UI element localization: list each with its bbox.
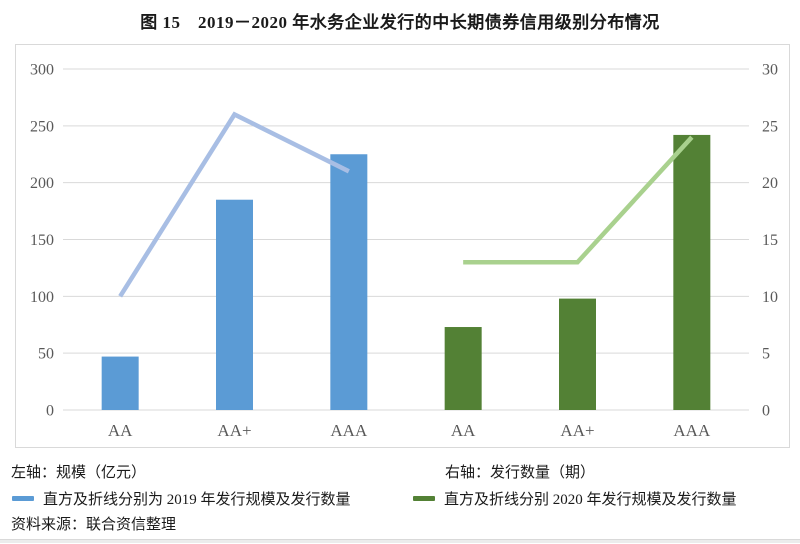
category-label-1-aa+: AA+ (217, 421, 251, 440)
bar-2020-aa+ (559, 298, 596, 410)
figure-title: 图 15 2019－2020 年水务企业发行的中长期债券信用级别分布情况 (140, 13, 660, 32)
bar-2019-aa (101, 356, 139, 410)
right-axis-tick-0: 0 (762, 403, 770, 420)
legend-item-2020: 直方及折线分别 2020 年发行规模及发行数量 (413, 488, 737, 509)
bar-2019-aa+ (216, 199, 253, 410)
chart-frame: 0 50 100 150 200 250 300 0 5 10 15 20 25 30 AA AA+ AAA AA… (15, 44, 790, 448)
category-label-3-aa: AA (451, 421, 476, 440)
left-axis-note: 左轴：规模（亿元） (11, 465, 147, 481)
left-axis-tick-50: 50 (38, 346, 54, 363)
left-axis-tick-200: 200 (30, 175, 54, 192)
right-axis-tick-25: 25 (762, 118, 778, 135)
legend-label-2020: 直方及折线分别 2020 年发行规模及发行数量 (444, 492, 737, 508)
page-divider (0, 539, 800, 543)
legend-swatch-2019 (12, 496, 34, 501)
source-note: 资料来源：联合资信整理 (11, 517, 177, 533)
legend-label-2019: 直方及折线分别为 2019 年发行规模及发行数量 (43, 492, 351, 508)
right-axis-note: 右轴：发行数量（期） (445, 465, 596, 481)
bar-2019-aaa (330, 154, 368, 410)
right-axis-tick-5: 5 (762, 346, 770, 363)
left-axis-tick-150: 150 (30, 232, 54, 249)
category-label-2-aaa: AAA (330, 421, 368, 440)
left-axis-tick-300: 300 (30, 62, 54, 79)
legend-swatch-2020 (413, 496, 435, 501)
bar-2020-aaa (673, 134, 711, 410)
bar-2020-aa (444, 327, 482, 410)
right-axis-tick-20: 20 (762, 175, 778, 192)
category-label-5-aaa: AAA (673, 421, 711, 440)
category-label-0-aa: AA (108, 421, 133, 440)
category-label-4-aa+: AA+ (560, 421, 594, 440)
legend-item-2019: 直方及折线分别为 2019 年发行规模及发行数量 (12, 488, 351, 509)
right-axis-tick-15: 15 (762, 232, 778, 249)
legend: 直方及折线分别为 2019 年发行规模及发行数量 直方及折线分别 2020 年发… (0, 488, 800, 508)
line-2019 (118, 111, 350, 298)
left-axis-tick-100: 100 (30, 289, 54, 306)
left-axis-tick-0: 0 (46, 403, 54, 420)
right-axis-tick-30: 30 (762, 62, 778, 79)
right-axis-tick-10: 10 (762, 289, 778, 306)
left-axis-tick-250: 250 (30, 118, 54, 135)
line-2020 (463, 135, 694, 265)
